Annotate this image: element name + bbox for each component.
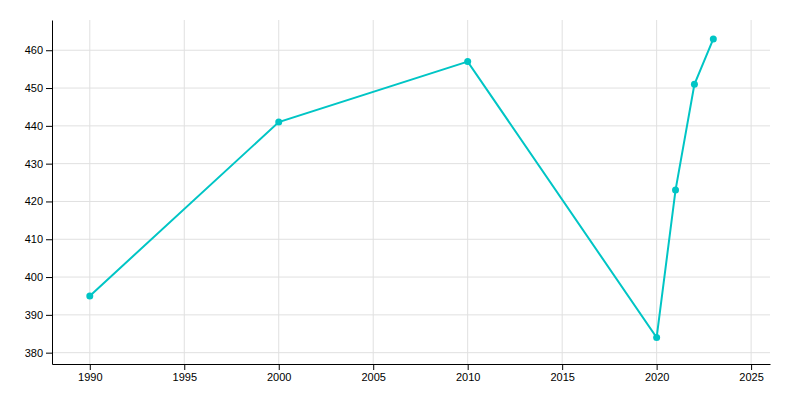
y-axis-line	[52, 21, 53, 365]
x-tick-mark	[184, 364, 185, 370]
y-tick-label: 440	[25, 120, 43, 132]
x-tick-label: 1990	[78, 371, 102, 383]
y-axis: 380 390 400 410 420 430 440 450 460	[25, 21, 53, 365]
point	[86, 292, 93, 299]
grid	[52, 20, 770, 364]
y-tick-mark	[46, 126, 52, 127]
grid-line-y	[52, 239, 770, 240]
grid-line-y	[52, 163, 770, 164]
y-tick: 410	[25, 233, 52, 245]
y-tick: 440	[25, 120, 52, 132]
y-tick-label: 420	[25, 195, 43, 207]
grid-line-x	[373, 20, 374, 364]
y-tick: 460	[25, 44, 52, 56]
grid-line-y	[52, 88, 770, 89]
y-tick-label: 410	[25, 233, 43, 245]
y-tick-label: 390	[25, 309, 43, 321]
y-tick-mark	[46, 164, 52, 165]
x-tick-label: 2010	[456, 371, 480, 383]
point	[672, 187, 679, 194]
x-tick-label: 2000	[267, 371, 291, 383]
x-axis: 1990 1995 2000 2005 2010 2015 2020 2025	[53, 364, 771, 383]
grid-line-y	[52, 201, 770, 202]
x-tick: 2005	[361, 364, 385, 383]
x-tick: 2010	[456, 364, 480, 383]
y-tick-mark	[46, 315, 52, 316]
grid-line-x	[751, 20, 752, 364]
x-tick-label: 2025	[739, 371, 763, 383]
y-tick-mark	[46, 201, 52, 202]
y-tick: 400	[25, 271, 52, 283]
y-tick: 450	[25, 82, 52, 94]
x-tick: 1990	[78, 364, 102, 383]
point	[653, 334, 660, 341]
grid-line-x	[656, 20, 657, 364]
y-tick-label: 400	[25, 271, 43, 283]
x-tick-label: 2005	[361, 371, 385, 383]
point	[691, 81, 698, 88]
grid-line-x	[562, 20, 563, 364]
x-tick: 2015	[550, 364, 574, 383]
x-tick-mark	[562, 364, 563, 370]
y-tick: 380	[25, 347, 52, 359]
x-tick-mark	[279, 364, 280, 370]
y-tick: 420	[25, 195, 52, 207]
y-tick-mark	[46, 277, 52, 278]
x-axis-line	[53, 364, 771, 365]
grid-line-y	[52, 277, 770, 278]
grid-line-x	[278, 20, 279, 364]
series	[86, 35, 717, 341]
chart: 1990 1995 2000 2005 2010 2015 2020 2025 380 390 40…	[0, 0, 800, 400]
grid-line-x	[467, 20, 468, 364]
y-tick-mark	[46, 88, 52, 89]
y-tick-label: 460	[25, 44, 43, 56]
x-tick-mark	[468, 364, 469, 370]
grid-line-y	[52, 314, 770, 315]
x-tick-label: 2015	[550, 371, 574, 383]
x-tick: 2000	[267, 364, 291, 383]
x-tick: 2025	[739, 364, 763, 383]
x-tick-mark	[373, 364, 374, 370]
x-tick: 1995	[173, 364, 197, 383]
y-tick-mark	[46, 353, 52, 354]
x-tick-mark	[657, 364, 658, 370]
x-tick-mark	[751, 364, 752, 370]
y-tick-label: 380	[25, 347, 43, 359]
grid-line-y	[52, 50, 770, 51]
point	[464, 58, 471, 65]
grid-line-y	[52, 125, 770, 126]
x-tick-mark	[90, 364, 91, 370]
y-tick-label: 450	[25, 82, 43, 94]
point	[275, 119, 282, 126]
line	[90, 39, 714, 338]
grid-line-x	[184, 20, 185, 364]
y-tick-mark	[46, 50, 52, 51]
x-tick-label: 2020	[645, 371, 669, 383]
point	[710, 35, 717, 42]
grid-line-x	[89, 20, 90, 364]
y-tick: 390	[25, 309, 52, 321]
y-tick-label: 430	[25, 158, 43, 170]
y-tick: 430	[25, 158, 52, 170]
grid-line-y	[52, 352, 770, 353]
x-tick: 2020	[645, 364, 669, 383]
x-tick-label: 1995	[173, 371, 197, 383]
plot-area: 1990 1995 2000 2005 2010 2015 2020 2025 380 390 40…	[25, 20, 771, 383]
y-tick-mark	[46, 239, 52, 240]
